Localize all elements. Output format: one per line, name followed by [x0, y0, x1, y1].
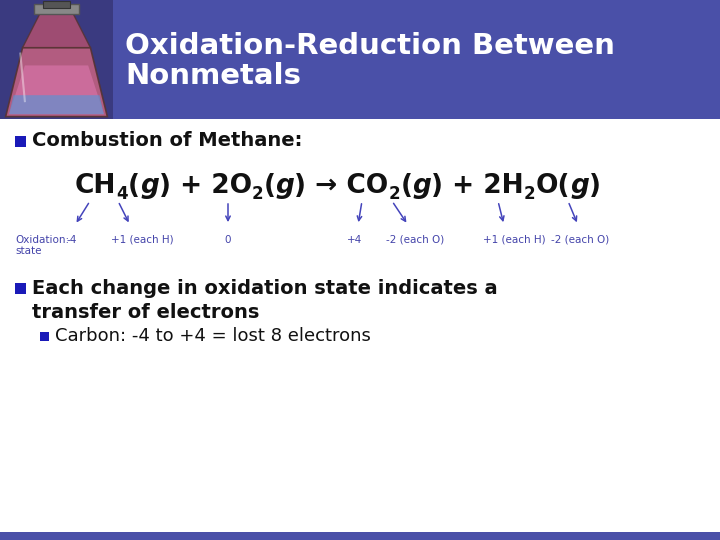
Text: transfer of electrons: transfer of electrons [32, 302, 259, 321]
Text: CH: CH [75, 173, 117, 199]
Text: g: g [276, 173, 294, 199]
Bar [40, 332, 49, 341]
Bar [0, 532, 720, 540]
Polygon shape [9, 95, 104, 114]
Text: g: g [140, 173, 159, 199]
Text: Oxidation-Reduction Between: Oxidation-Reduction Between [125, 31, 615, 59]
Text: -2 (each O): -2 (each O) [551, 235, 609, 245]
Text: -2 (each O): -2 (each O) [386, 235, 444, 245]
Text: 2: 2 [524, 185, 536, 203]
Text: g: g [413, 173, 431, 199]
Text: (: ( [400, 173, 413, 199]
Text: Combustion of Methane:: Combustion of Methane: [32, 132, 302, 151]
Text: 2: 2 [389, 185, 400, 203]
Text: ) + 2H: ) + 2H [431, 173, 524, 199]
Bar [43, 1, 70, 8]
Bar [0, 0, 113, 119]
Text: (: ( [264, 173, 276, 199]
Text: 4: 4 [117, 185, 128, 203]
Bar [0, 0, 720, 119]
Text: +1 (each H): +1 (each H) [482, 235, 545, 245]
Text: state: state [15, 246, 42, 256]
Polygon shape [6, 48, 107, 117]
Text: ): ) [589, 173, 601, 199]
Text: (: ( [128, 173, 140, 199]
Polygon shape [9, 65, 104, 114]
Text: O(: O( [536, 173, 570, 199]
Text: -4: -4 [67, 235, 77, 245]
Bar [0, 119, 720, 540]
Text: g: g [570, 173, 589, 199]
Text: 2: 2 [252, 185, 264, 203]
Polygon shape [22, 14, 91, 48]
Bar [34, 4, 79, 14]
Bar [15, 136, 26, 146]
Text: +4: +4 [347, 235, 363, 245]
Text: ) + 2O: ) + 2O [159, 173, 252, 199]
Text: 0: 0 [225, 235, 231, 245]
Text: Oxidation:: Oxidation: [15, 235, 69, 245]
Text: ) → CO: ) → CO [294, 173, 389, 199]
Text: Each change in oxidation state indicates a: Each change in oxidation state indicates… [32, 279, 498, 298]
Text: +1 (each H): +1 (each H) [111, 235, 174, 245]
Bar [15, 282, 26, 294]
Text: Nonmetals: Nonmetals [125, 63, 301, 91]
Text: Carbon: -4 to +4 = lost 8 electrons: Carbon: -4 to +4 = lost 8 electrons [55, 327, 371, 345]
